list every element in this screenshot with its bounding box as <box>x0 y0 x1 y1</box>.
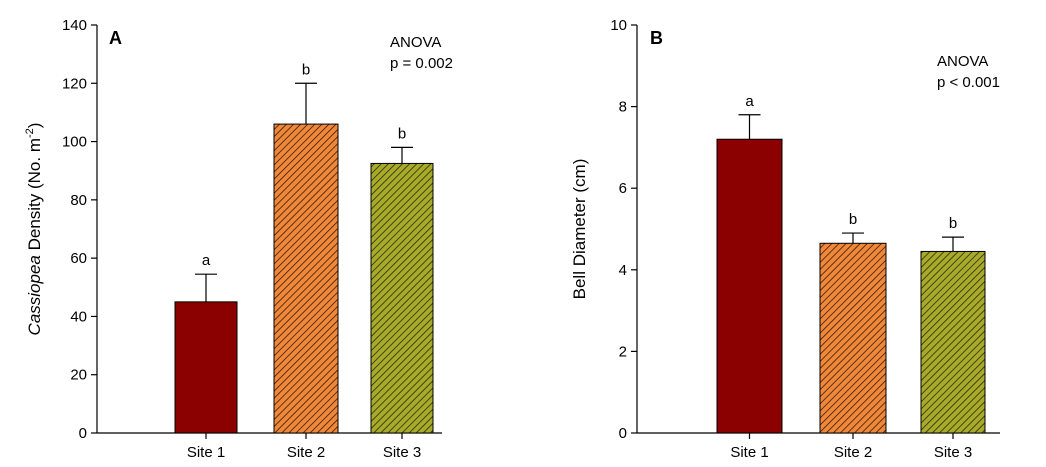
anova-annotation: ANOVA <box>937 53 988 70</box>
y-tick-label: 2 <box>619 343 627 360</box>
significance-letter: a <box>745 93 754 110</box>
bar-site-1 <box>716 138 783 434</box>
y-axis-title: Cassiopea Density (No. m-2) <box>24 123 44 336</box>
y-tick-label: 80 <box>70 192 87 209</box>
x-tick-label: Site 2 <box>287 444 325 461</box>
significance-letter: b <box>302 61 310 78</box>
anova-annotation: p = 0.002 <box>390 55 453 72</box>
x-tick-label: Site 2 <box>834 444 872 461</box>
y-tick-label: 100 <box>62 134 87 151</box>
y-tick-label: 20 <box>70 367 87 384</box>
bar-site-2 <box>819 242 887 434</box>
significance-letter: b <box>949 215 957 232</box>
y-tick-label: 120 <box>62 75 87 92</box>
y-tick-label: 60 <box>70 250 87 267</box>
significance-letter: a <box>202 252 211 269</box>
bar-site-2 <box>273 123 339 434</box>
x-tick-label: Site 1 <box>187 444 225 461</box>
panel-letter: A <box>109 28 122 48</box>
significance-letter: b <box>849 211 857 228</box>
y-tick-label: 4 <box>619 262 627 279</box>
panel-b: 0 2 4 6 8 10 a Site 1 b Site 2 b Site 3 B ANOVA p < 0.… <box>570 17 1000 461</box>
bar-site-3 <box>370 162 434 434</box>
y-tick-label: 40 <box>70 308 87 325</box>
anova-annotation: ANOVA <box>390 34 441 51</box>
y-tick-label: 6 <box>619 180 627 197</box>
y-tick-label: 10 <box>610 17 627 34</box>
y-axis-title-italic: Cassiopea <box>25 255 44 335</box>
bar-site-3 <box>920 250 986 434</box>
y-tick-label: 140 <box>62 17 87 34</box>
y-axis-title-text: Density (No. m <box>25 138 44 255</box>
x-tick-label: Site 1 <box>730 444 768 461</box>
y-tick-label: 8 <box>619 99 627 116</box>
y-axis-title-superscript: -2 <box>24 128 36 138</box>
y-tick-label: 0 <box>619 425 627 442</box>
y-axis-title-text: Bell Diameter (cm) <box>570 159 589 300</box>
anova-annotation: p < 0.001 <box>937 74 1000 91</box>
panel-a: 0 20 40 60 80 100 120 140 a Site 1 b Site 2 b Site 3 A… <box>24 17 453 461</box>
panel-letter: B <box>650 28 663 48</box>
x-tick-label: Site 3 <box>934 444 972 461</box>
y-tick-label: 0 <box>79 425 87 442</box>
y-axis-title-close: ) <box>25 123 44 129</box>
bar-site-1 <box>174 301 238 434</box>
y-axis-title: Bell Diameter (cm) <box>570 159 589 300</box>
significance-letter: b <box>398 125 406 142</box>
x-tick-label: Site 3 <box>383 444 421 461</box>
